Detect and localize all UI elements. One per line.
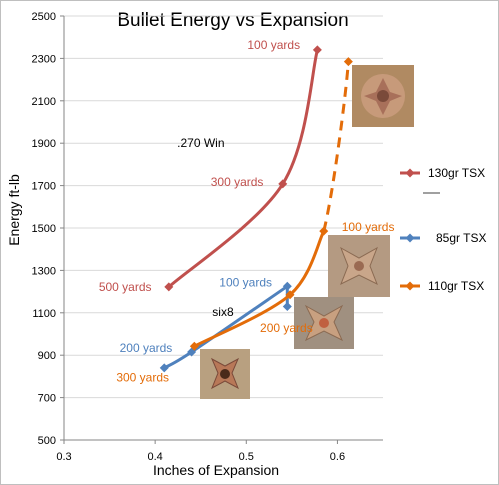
annotation-label: 100 yards <box>247 38 300 52</box>
chart-title: Bullet Energy vs Expansion <box>117 10 348 31</box>
data-point <box>319 226 329 236</box>
legend-entry: 85gr TSX <box>436 231 486 245</box>
series-2 <box>189 57 353 351</box>
bullet-photo-110gr-100yd-top <box>352 65 414 127</box>
legend-swatch-marker <box>405 281 415 291</box>
data-point <box>343 57 353 67</box>
annotation-label: 500 yards <box>99 280 152 294</box>
legend-entry: 110gr TSX <box>428 279 484 293</box>
data-point <box>159 363 169 373</box>
data-point <box>285 290 295 300</box>
annotation-label: six8 <box>212 305 234 319</box>
legend-swatch-marker <box>405 168 415 178</box>
y-tick-label: 1100 <box>32 308 56 320</box>
annotation-label: 300 yards <box>116 370 169 384</box>
annotation-label: 100 yards <box>219 275 272 289</box>
bullet-photo-110gr-100yd <box>328 235 390 297</box>
y-tick-label: 900 <box>38 350 56 362</box>
x-tick-label: 0.4 <box>147 451 162 463</box>
y-tick-labels: 500 700 900 1100 1300 1500 1700 1900 2100 2300 250… <box>32 11 64 447</box>
legend-swatch-marker <box>405 233 415 243</box>
x-tick-labels: 0.3 0.4 0.5 0.6 <box>56 440 345 463</box>
data-point <box>282 301 292 311</box>
y-tick-label: 1700 <box>32 181 56 193</box>
data-point <box>282 281 292 291</box>
y-tick-label: 2100 <box>32 96 56 108</box>
data-point <box>312 45 322 55</box>
bullet-photo-110gr-200yd <box>294 297 354 349</box>
annotation-layer: 100 yards 300 yards 500 yards .270 Win 100 y… <box>99 38 395 384</box>
y-tick-label: 2500 <box>32 11 56 23</box>
gridlines <box>64 15 383 399</box>
data-point <box>189 341 199 351</box>
annotation-label: 300 yards <box>211 175 264 189</box>
bullet-photo-110gr-300yd <box>200 349 250 399</box>
legend: 130gr TSX 85gr TSX 110gr TSX <box>400 166 486 293</box>
series-0 <box>164 45 322 292</box>
y-axis-title: Energy ft-lb <box>6 174 22 246</box>
y-tick-label: 1500 <box>32 223 56 235</box>
series-line-dashed <box>322 61 350 232</box>
x-tick-label: 0.6 <box>330 451 345 463</box>
y-tick-label: 1900 <box>32 138 56 150</box>
y-tick-label: 2300 <box>32 53 56 65</box>
data-point <box>278 179 288 189</box>
y-tick-label: 700 <box>38 393 56 405</box>
annotation-label: 100 yards <box>342 220 395 234</box>
x-tick-label: 0.5 <box>239 451 254 463</box>
series-layer <box>159 45 353 373</box>
y-tick-label: 500 <box>38 435 56 447</box>
annotation-label: 200 yards <box>260 321 313 335</box>
y-tick-label: 1300 <box>32 265 56 277</box>
annotation-label: 200 yards <box>120 341 173 355</box>
x-axis-title: Inches of Expansion <box>153 462 279 478</box>
annotation-label: .270 Win <box>177 136 224 150</box>
x-tick-label: 0.3 <box>56 451 71 463</box>
data-point <box>164 282 174 292</box>
legend-entry: 130gr TSX <box>428 166 485 180</box>
